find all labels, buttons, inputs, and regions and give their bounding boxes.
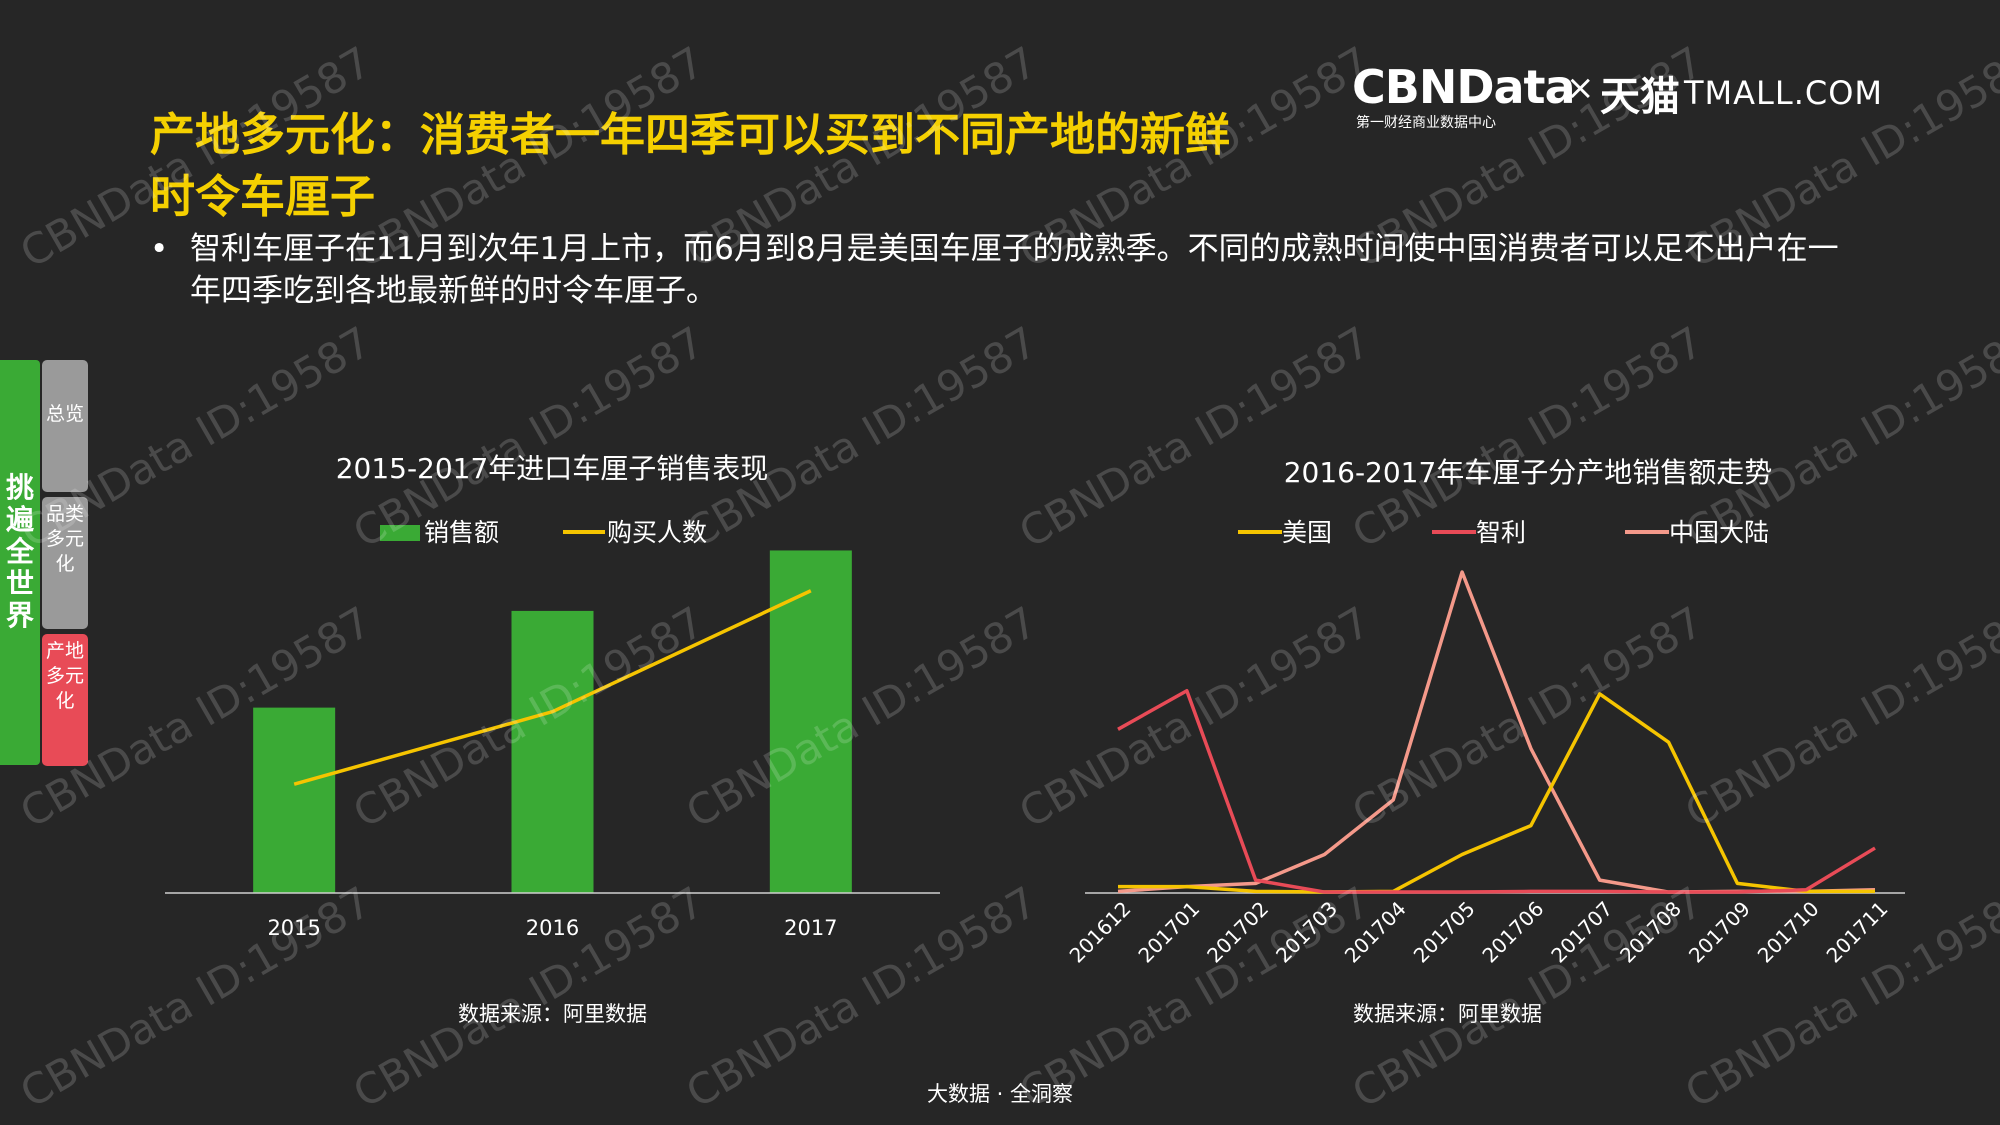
bullet-marker: • xyxy=(150,231,169,267)
line-series-2 xyxy=(1117,570,1876,894)
x-tick-label: 201707 xyxy=(1546,897,1617,968)
footer-slogan: 大数据 · 全洞察 xyxy=(926,1082,1074,1106)
sidebar-main-label: 挑遍全世界 xyxy=(5,471,34,632)
legend-swatch-0 xyxy=(380,525,420,541)
x-tick-label: 201708 xyxy=(1615,897,1686,968)
times-sign: × xyxy=(1566,68,1595,108)
x-tick-label: 201710 xyxy=(1753,897,1824,968)
bar-2017 xyxy=(769,550,852,893)
page-title: 产地多元化：消费者一年四季可以买到不同产地的新鲜时令车厘子 xyxy=(150,108,1231,223)
x-tick-label: 201703 xyxy=(1271,897,1342,968)
summary-text: 智利车厘子在11月到次年1月上市，而6月到8月是美国车厘子的成熟季。不同的成熟时… xyxy=(190,231,1839,309)
watermark-text: CBNData ID:19587 xyxy=(1677,597,2000,838)
legend-label: 销售额 xyxy=(424,518,499,547)
x-tick-label: 2017 xyxy=(784,916,837,940)
legend-label: 购买人数 xyxy=(607,518,707,547)
tmall-logo-cn: 天猫 xyxy=(1600,74,1680,120)
legend-label: 智利 xyxy=(1476,518,1526,547)
chart-right-title: 2016-2017年车厘子分产地销售额走势 xyxy=(1284,456,1773,489)
watermark-text: CBNData ID:19587 xyxy=(1344,317,1712,558)
sidebar-section-main: 挑遍全世界 xyxy=(0,360,40,765)
line-series-0 xyxy=(1118,692,1875,894)
watermark-text: CBNData ID:19587 xyxy=(1344,597,1712,838)
data-source-right: 数据来源：阿里数据 xyxy=(1353,1002,1542,1026)
chart-left-title: 2015-2017年进口车厘子销售表现 xyxy=(336,452,769,485)
line-series-1 xyxy=(1117,689,1876,894)
x-tick-label: 201701 xyxy=(1133,897,1204,968)
watermark-text: CBNData ID:19587 xyxy=(678,317,1046,558)
watermark-text: CBNData ID:19587 xyxy=(1677,317,2000,558)
watermark-text: CBNData ID:19587 xyxy=(345,317,713,558)
line-series-buyers xyxy=(293,589,812,786)
watermark-text: CBNData ID:19587 xyxy=(678,597,1046,838)
sidebar-tab-label: 产地多元化 xyxy=(45,640,84,712)
sidebar-tab-label: 总览 xyxy=(45,403,84,425)
sidebar-tab-label: 品类多元化 xyxy=(45,503,84,575)
sidebar-tab-origin[interactable]: 产地多元化 xyxy=(42,634,88,766)
x-tick-label: 201612 xyxy=(1065,897,1136,968)
watermark-text: CBNData ID:19587 xyxy=(345,597,713,838)
legend-label: 中国大陆 xyxy=(1669,518,1769,547)
x-tick-label: 201702 xyxy=(1202,897,1273,968)
tmall-logo-en: TMALL.COM xyxy=(1684,74,1884,112)
x-tick-label: 2016 xyxy=(526,916,579,940)
watermark-text: CBNData ID:19587 xyxy=(1011,597,1379,838)
legend-label: 美国 xyxy=(1282,518,1332,547)
x-tick-label: 201706 xyxy=(1477,897,1548,968)
x-tick-label: 2015 xyxy=(267,916,320,940)
x-tick-label: 201709 xyxy=(1684,897,1755,968)
bar-2016 xyxy=(511,610,594,893)
data-source-left: 数据来源：阿里数据 xyxy=(458,1002,647,1026)
sidebar-tab-overview[interactable]: 总览 xyxy=(42,360,88,492)
summary-bullet: • 智利车厘子在11月到次年1月上市，而6月到8月是美国车厘子的成熟季。不同的成… xyxy=(150,228,1850,312)
watermark-text: CBNData ID:19587 xyxy=(1011,317,1379,558)
brand-logo: CBNData 第一财经商业数据中心 × 天猫 TMALL.COM xyxy=(1352,60,1882,131)
bar-2015 xyxy=(253,707,336,893)
x-tick-label: 201704 xyxy=(1340,897,1411,968)
cbndata-logo: CBNData xyxy=(1352,60,1576,114)
cbndata-subtitle: 第一财经商业数据中心 xyxy=(1356,115,1496,131)
sidebar-tab-category[interactable]: 品类多元化 xyxy=(42,497,88,629)
x-tick-label: 201711 xyxy=(1822,897,1893,968)
x-tick-label: 201705 xyxy=(1409,897,1480,968)
